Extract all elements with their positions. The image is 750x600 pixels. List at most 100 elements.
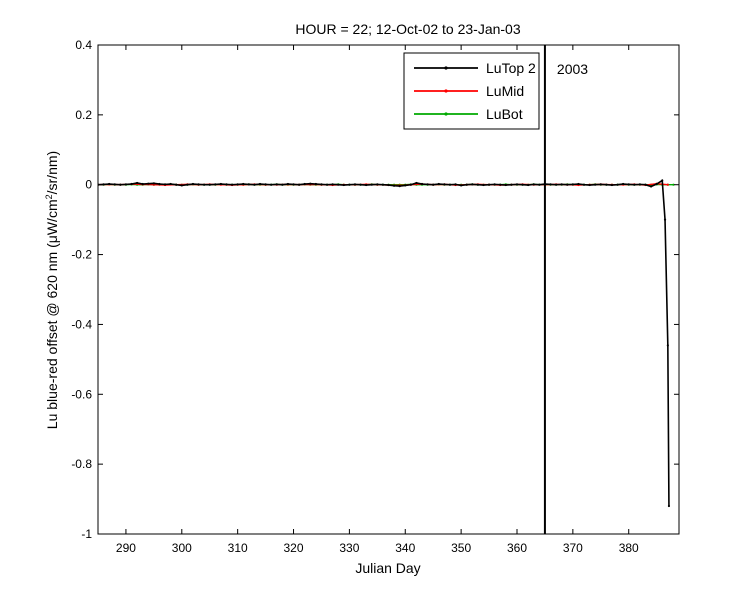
data-point (270, 183, 273, 186)
legend-marker (444, 112, 448, 116)
y-axis-label-main: Lu blue-red offset @ 620 nm (44, 248, 60, 429)
data-point (655, 182, 658, 186)
data-point (387, 183, 390, 187)
data-point (672, 183, 675, 186)
data-point (577, 182, 580, 186)
data-point (163, 183, 167, 186)
legend: LuTop 2 LuMid LuBot (403, 52, 540, 130)
data-point (515, 183, 519, 186)
data-point (437, 182, 440, 186)
data-point (616, 183, 619, 186)
data-point (281, 183, 284, 186)
data-point (476, 183, 479, 186)
plot-frame (97, 44, 680, 535)
data-point (230, 183, 234, 186)
data-point (381, 183, 385, 186)
y-axis: -1 -0.8 -0.6 -0.4 -0.2 0 0.2 0.4 (71, 38, 679, 541)
data-point (292, 183, 295, 186)
data-point (471, 183, 474, 186)
data-point (627, 183, 630, 186)
data-point (622, 182, 625, 186)
data-point (667, 504, 671, 508)
data-point (124, 183, 128, 186)
data-point (504, 183, 507, 187)
data-point (158, 182, 161, 186)
data-point (225, 183, 228, 186)
legend-marker (444, 66, 448, 70)
y-axis-label: Lu blue-red offset @ 620 nm (μW/cm2/sr/n… (44, 151, 60, 429)
legend-label: LuMid (486, 83, 524, 99)
data-point (487, 183, 491, 186)
data-point (309, 182, 312, 185)
data-point (169, 182, 172, 186)
data-point (605, 183, 608, 186)
data-point (510, 183, 513, 186)
data-point (102, 183, 105, 186)
data-point (175, 183, 178, 186)
x-tick-label: 300 (172, 541, 192, 555)
data-point (147, 182, 150, 185)
data-point (359, 183, 362, 186)
data-point (298, 183, 301, 186)
y-axis-label-unit-b: /sr/nm) (44, 151, 60, 195)
data-point (661, 179, 664, 182)
y-axis-label-unit-open: ( (44, 243, 60, 248)
y-tick-label: 0.4 (75, 38, 92, 52)
data-point (119, 183, 122, 186)
data-point (549, 183, 552, 186)
data-point (663, 218, 667, 221)
data-point (258, 182, 262, 186)
data-point (555, 183, 558, 186)
x-tick-label: 340 (395, 541, 415, 555)
data-point (644, 183, 647, 186)
data-point (331, 183, 334, 186)
data-point (499, 183, 502, 186)
year-boundary-label: 2003 (557, 61, 588, 77)
y-tick-label: -0.2 (71, 248, 92, 262)
data-point (482, 183, 485, 187)
data-point (599, 183, 602, 186)
x-tick-label: 370 (563, 541, 583, 555)
data-point (594, 183, 597, 186)
data-point (649, 185, 653, 188)
data-point (320, 183, 323, 186)
data-point (247, 183, 250, 186)
x-axis-label: Julian Day (355, 560, 420, 576)
data-point (527, 183, 530, 187)
data-point (560, 183, 563, 186)
x-tick-label: 360 (507, 541, 527, 555)
data-point (275, 183, 278, 186)
x-tick-label: 310 (228, 541, 248, 555)
data-point (432, 183, 435, 186)
x-tick-label: 380 (619, 541, 639, 555)
data-point (666, 344, 669, 347)
data-point (454, 183, 457, 186)
data-point (566, 183, 569, 186)
data-point (638, 183, 641, 186)
y-tick-label: -0.6 (71, 387, 92, 401)
y-tick-label: -0.4 (71, 317, 92, 331)
data-point (242, 182, 245, 186)
y-axis-label-sup: 2 (44, 194, 54, 199)
data-point (521, 183, 524, 186)
y-axis-label-mu: μ (44, 235, 60, 243)
data-point (113, 183, 116, 186)
data-point (465, 183, 468, 186)
data-point (180, 184, 183, 187)
data-point (314, 182, 317, 186)
data-point (214, 183, 217, 186)
data-point (130, 182, 133, 186)
data-point (348, 183, 351, 186)
data-point (666, 183, 669, 186)
x-axis: 290 300 310 320 330 340 350 360 370 380 (116, 45, 639, 555)
data-point (376, 183, 379, 186)
data-point (426, 183, 429, 186)
legend-label: LuBot (486, 106, 523, 122)
data-point (108, 182, 111, 186)
y-tick-label: 0.2 (75, 108, 92, 122)
data-point (409, 183, 412, 186)
data-point (448, 183, 452, 186)
y-tick-label: -1 (81, 527, 92, 541)
y-tick-label: 0 (85, 178, 92, 192)
